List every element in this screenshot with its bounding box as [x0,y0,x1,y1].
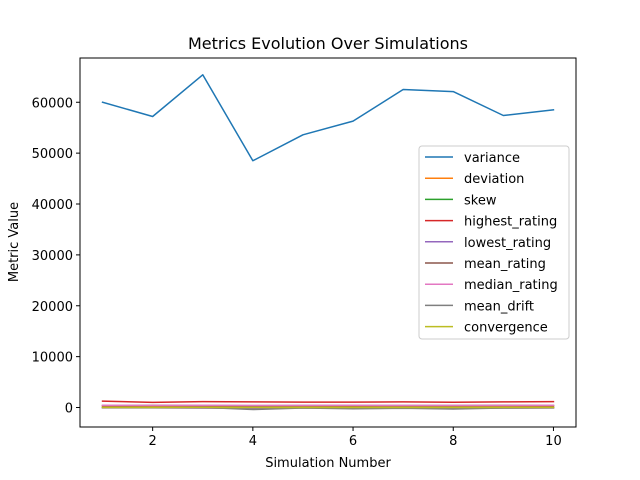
x-tick-label: 6 [349,434,357,449]
plot-area: 2 4 6 8 10 0 10000 20000 30000 40000 50000 60000 [32,57,577,449]
legend-label-mean-drift: mean_drift [464,299,534,314]
legend-label-highest-rating: highest_rating [464,215,557,230]
legend-box [418,145,570,340]
x-tick-label: 10 [545,434,562,449]
legend-label-mean-rating: mean_rating [464,257,546,272]
y-tick-label: 0 [65,402,73,417]
legend-items: variance deviation skew highest_ratinglowes… [425,151,558,336]
axes-frame [79,57,577,428]
legend-label-lowest-rating: lowest_rating [464,236,551,251]
y-tick-label: 40000 [32,198,73,213]
legend-label-variance: variance [464,151,520,166]
x-tick-label: 4 [249,434,257,449]
x-tick-label: 2 [149,434,157,449]
x-axis-ticks: 2 4 6 8 10 [149,427,562,449]
y-tick-label: 50000 [32,147,73,162]
legend-label-convergence: convergence [464,321,548,336]
y-tick-label: 10000 [32,351,73,366]
y-tick-label: 60000 [32,96,73,111]
x-axis-label: Simulation Number [265,456,391,471]
legend-label-skew: skew [464,193,497,208]
series-line-highest-rating [101,400,555,404]
legend-label-deviation: deviation [464,172,524,187]
x-tick-label: 8 [449,434,457,449]
legend-label-median-rating: median_rating [464,278,558,293]
y-axis-label: Metric Value [7,202,22,282]
y-tick-label: 20000 [32,300,73,315]
y-tick-label: 30000 [32,249,73,264]
chart-title: Metrics Evolution Over Simulations [188,34,468,53]
legend: variance deviation skew highest_ratinglowes… [418,145,570,340]
series-layer [101,74,555,411]
series-line-variance [101,74,555,162]
y-axis-ticks: 0 10000 20000 30000 40000 50000 60000 [32,96,80,417]
